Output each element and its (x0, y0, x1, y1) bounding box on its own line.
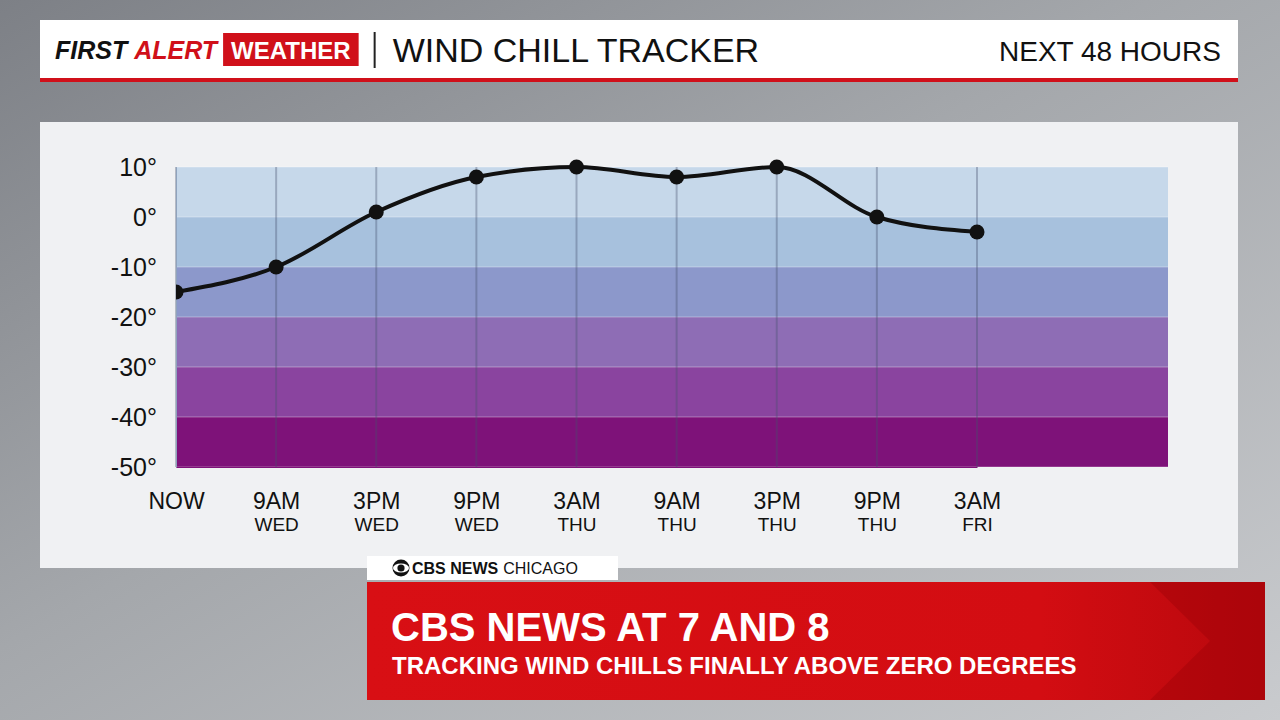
x-tick: 9PMTHU (854, 467, 901, 535)
grid-line (176, 417, 1168, 418)
grid-line (776, 167, 778, 467)
y-tick: -40° (111, 403, 176, 431)
line (176, 167, 977, 292)
grid-line (275, 167, 277, 467)
v-grid (176, 167, 977, 467)
x-tick: 3PMTHU (754, 467, 801, 535)
headline: CBS NEWS AT 7 AND 8 (391, 605, 830, 649)
grid-line (176, 217, 1168, 218)
x-tick: 9AMWED (253, 467, 300, 535)
y-tick: 0° (133, 203, 176, 231)
x-tick-label: 9PMTHU (854, 488, 901, 535)
subhead: TRACKING WIND CHILLS FINALLY ABOVE ZERO … (392, 652, 1076, 679)
cbs-eye-logo (393, 560, 410, 577)
brand-box (223, 33, 359, 66)
band (176, 367, 1168, 417)
header: FIRSTALERT WEATHER WIND CHILL TRACKER NEXT … (40, 20, 1238, 82)
x-tick-label: 3AMTHU (553, 488, 600, 535)
band (176, 317, 1168, 367)
logo-part (397, 564, 404, 571)
y-tick: -10° (111, 253, 176, 281)
x-axis: NOW 9AMWED 3PMWED 9PMWED 3AMTHU 9AMTHU 3PMTHU 9… (148, 467, 1001, 535)
header-bar (40, 20, 1238, 78)
x-tick: 3PMWED (353, 467, 400, 535)
x-tick: 9AMTHU (653, 467, 700, 535)
y-tick: -30° (111, 353, 176, 381)
network: CBS NEWS (412, 560, 499, 577)
grid-line (176, 317, 1168, 318)
header-rule (40, 78, 1238, 82)
marker (176, 285, 184, 300)
banner-accent (1150, 582, 1265, 700)
grid-line (175, 167, 177, 467)
y-tick-label: -20° (111, 303, 157, 331)
marker (669, 170, 684, 185)
brand-first: FIRST (55, 36, 130, 64)
marker (569, 160, 584, 175)
x-tick: NOW (148, 467, 205, 514)
x-tick-label: NOW (148, 488, 205, 514)
plot (176, 160, 985, 300)
background (0, 0, 1280, 720)
grid-line (176, 367, 1168, 368)
logo-part (393, 560, 410, 577)
y-tick-label: -50° (111, 453, 157, 481)
chart-subtitle: NEXT 48 HOURS (999, 36, 1221, 67)
grid-line (176, 467, 1168, 468)
brand-weather: WEATHER (231, 37, 351, 64)
marker (869, 210, 884, 225)
chart-title: WIND CHILL TRACKER (393, 31, 760, 69)
y-tick-label: -40° (111, 403, 157, 431)
y-tick-label: 0° (133, 203, 157, 231)
logo-part (393, 563, 409, 572)
band (176, 267, 1168, 317)
x-tick-label: 3PMWED (353, 488, 400, 535)
header-separator (374, 32, 376, 68)
x-tick-label: 9AMTHU (653, 488, 700, 535)
grid-line (676, 167, 678, 467)
marker (269, 260, 284, 275)
x-axis-line (177, 467, 978, 468)
x-tick: 3AMTHU (553, 467, 600, 535)
grid-line (976, 167, 978, 467)
marker (970, 225, 985, 240)
footer: CBS NEWSCHICAGO CBS NEWS AT 7 AND 8 TRACKI… (367, 556, 1265, 700)
chart-panel (40, 122, 1238, 568)
grid-line (176, 267, 1168, 268)
grid-line (475, 167, 477, 467)
band (176, 167, 1168, 217)
marker (369, 205, 384, 220)
marker (469, 170, 484, 185)
marker (769, 160, 784, 175)
band (176, 417, 1168, 467)
brand-alert: ALERT (133, 36, 220, 64)
grid-line (176, 167, 1168, 168)
y-tick-label: -10° (111, 253, 157, 281)
grid-line (576, 167, 578, 467)
y-tick: -20° (111, 303, 176, 331)
y-axis: 10° 0° -10° -20° -30° -40° -50° (111, 153, 177, 481)
x-tick-label: 3AMFRI (954, 488, 1001, 535)
h-grid (176, 167, 1168, 467)
bands (176, 167, 1168, 467)
station: CHICAGO (503, 560, 578, 577)
banner (367, 582, 1265, 700)
x-tick: 3AMFRI (954, 467, 1001, 535)
y-tick: -50° (111, 453, 176, 481)
logo-box (367, 556, 618, 580)
x-tick-label: 9PMWED (453, 488, 500, 535)
y-tick: 10° (119, 153, 176, 181)
y-axis-line (176, 168, 177, 468)
x-tick-label: 3PMTHU (754, 488, 801, 535)
x-tick: 9PMWED (453, 467, 500, 535)
y-tick-label: 10° (119, 153, 157, 181)
x-tick-label: 9AMWED (253, 488, 300, 535)
y-tick-label: -30° (111, 353, 157, 381)
canvas: FIRSTALERT WEATHER WIND CHILL TRACKER NEXT … (0, 0, 1280, 720)
